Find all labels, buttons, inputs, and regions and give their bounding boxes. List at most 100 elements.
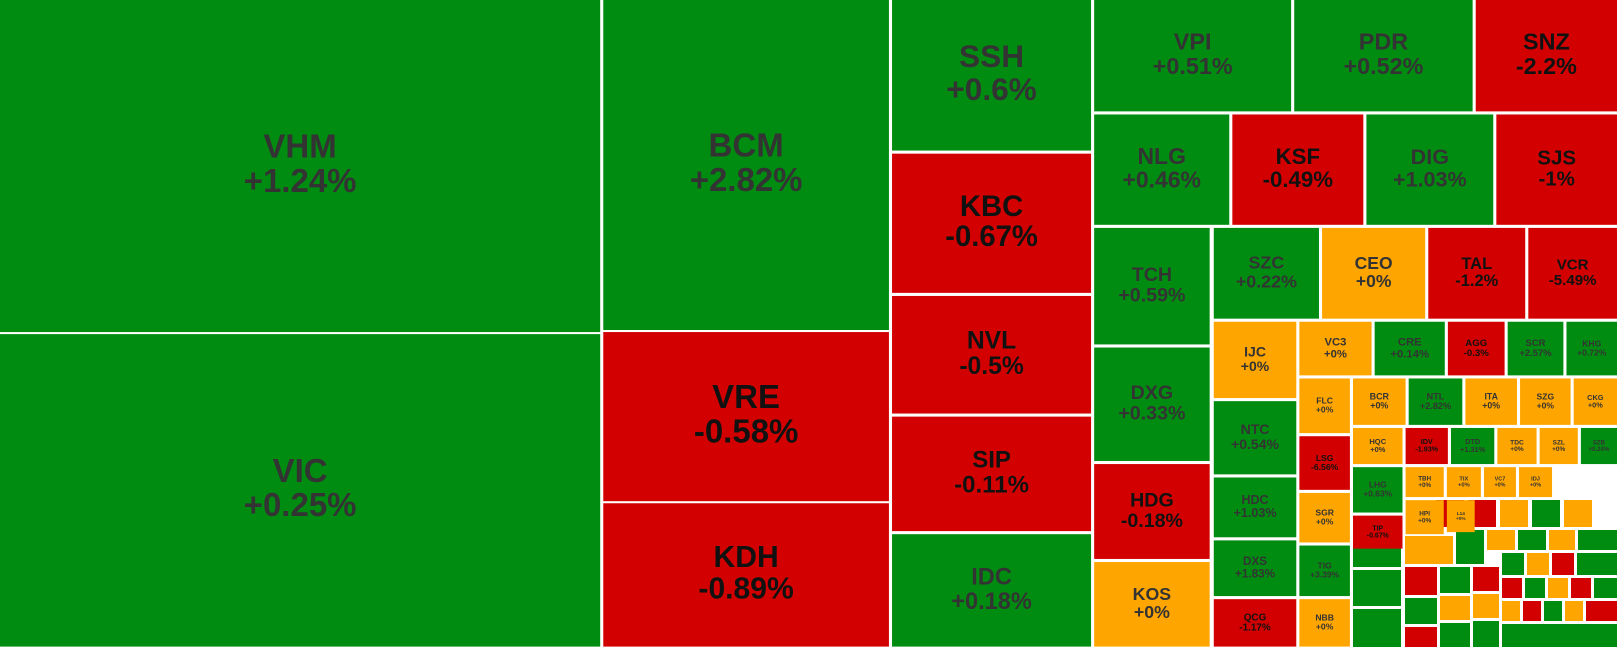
tile xyxy=(1353,515,1403,549)
minor-tiles xyxy=(1353,500,1617,647)
tile-ticker: HQC xyxy=(1369,437,1386,446)
tile-ticker: SIP xyxy=(972,447,1011,474)
tile-change: +0.22% xyxy=(1236,271,1297,291)
tile-ticker: CRE xyxy=(1398,337,1422,349)
tile-change: +1.03% xyxy=(1234,506,1277,520)
tile-change: -0.11% xyxy=(954,472,1029,499)
tile-ticker: TDC xyxy=(1510,439,1524,446)
tile xyxy=(1299,545,1350,597)
tile-ticker: SCR xyxy=(1526,338,1546,349)
tile xyxy=(1518,530,1546,550)
tile xyxy=(1353,427,1403,465)
tile xyxy=(1405,500,1444,535)
tile xyxy=(1496,114,1617,225)
tile-ticker: HPI xyxy=(1419,511,1430,518)
tile xyxy=(1213,321,1297,399)
tile xyxy=(1502,624,1617,647)
tile-ticker: SGR xyxy=(1315,507,1334,517)
tile-change: +0.46% xyxy=(1122,167,1201,193)
tile-ticker: L14 xyxy=(1457,511,1466,517)
tile xyxy=(1213,540,1297,597)
tile xyxy=(1353,378,1406,425)
tile-ticker: KSF xyxy=(1276,144,1321,169)
tile xyxy=(1094,347,1210,461)
tile-ticker: VIC xyxy=(273,452,328,489)
tile xyxy=(1294,0,1473,112)
tile-ticker: DTD xyxy=(1465,437,1480,446)
tile xyxy=(1405,598,1437,624)
tile-change: +0% xyxy=(1456,516,1466,522)
tile-ticker: PDR xyxy=(1359,29,1408,55)
tile-ticker: NLG xyxy=(1137,143,1185,169)
tile-change: +2.57% xyxy=(1519,348,1552,359)
tile-change: +0.33% xyxy=(1118,403,1185,425)
tile-change: +0% xyxy=(1418,517,1431,524)
tile xyxy=(1456,530,1484,564)
tile-change: +0% xyxy=(1324,348,1347,360)
tile-change: +0% xyxy=(1370,445,1386,454)
tile-change: +0% xyxy=(1537,400,1555,410)
tile xyxy=(1405,427,1448,465)
tile-change: +0.24% xyxy=(1588,446,1609,453)
tile-ticker: KHG xyxy=(1582,338,1601,348)
tile xyxy=(1213,477,1297,538)
tile xyxy=(603,0,889,330)
tile-ticker: VC3 xyxy=(1325,337,1347,349)
tile xyxy=(0,0,601,333)
tile-ticker: VC7 xyxy=(1495,477,1506,483)
tile-ticker: TBH xyxy=(1418,475,1431,482)
tile xyxy=(892,153,1092,293)
tile xyxy=(1446,467,1481,498)
tile xyxy=(1299,321,1372,376)
tile-ticker: DXG xyxy=(1131,382,1174,404)
tile-ticker: BCM xyxy=(709,127,784,164)
tile-change: +0.51% xyxy=(1153,53,1233,79)
tile-change: +0% xyxy=(1241,358,1270,374)
tile-ticker: TCH xyxy=(1132,264,1172,286)
tile xyxy=(1094,464,1210,559)
tile-change: -0.18% xyxy=(1121,510,1183,532)
tile-change: -0.3% xyxy=(1464,348,1490,359)
tile xyxy=(1405,627,1437,647)
tile-ticker: BCR xyxy=(1370,391,1390,401)
tile xyxy=(1366,114,1494,225)
tile-ticker: IDC xyxy=(971,564,1012,590)
tile-change: +2.82% xyxy=(690,161,803,198)
tile-change: -1% xyxy=(1538,168,1574,191)
tile xyxy=(1094,562,1210,647)
tile xyxy=(1520,378,1571,425)
tile xyxy=(1094,114,1230,225)
tile-change: +0.72% xyxy=(1577,347,1607,357)
tile-change: +0.18% xyxy=(951,589,1032,615)
tile-change: -2.2% xyxy=(1516,53,1577,79)
tile xyxy=(1502,553,1524,575)
tile-change: -0.67% xyxy=(1367,533,1389,540)
tile xyxy=(1577,553,1617,575)
tile xyxy=(1213,401,1297,475)
tile-change: -0.49% xyxy=(1263,167,1334,192)
tile xyxy=(1473,594,1499,618)
tile xyxy=(1450,427,1495,465)
tile xyxy=(1232,114,1364,225)
tile xyxy=(1405,467,1444,498)
tile-change: +0% xyxy=(1134,602,1170,622)
tile xyxy=(1507,321,1564,376)
tile-ticker: SJS xyxy=(1537,146,1576,169)
tile xyxy=(1428,227,1526,319)
tile xyxy=(1440,596,1470,620)
tile xyxy=(1475,0,1617,112)
tile-change: +0.14% xyxy=(1390,348,1428,360)
tile xyxy=(1440,623,1470,647)
tile-ticker: SSH xyxy=(959,38,1024,74)
tile xyxy=(1483,467,1516,498)
tile xyxy=(1353,467,1403,513)
tile-ticker: LSG xyxy=(1316,453,1334,463)
tile xyxy=(892,534,1092,647)
tile-change: +0% xyxy=(1418,482,1431,489)
tile xyxy=(0,334,601,647)
tile-change: +0% xyxy=(1316,516,1334,526)
tile-ticker: FLC xyxy=(1316,396,1333,406)
tile-change: +0.52% xyxy=(1343,53,1423,79)
tile-change: +0% xyxy=(1316,622,1334,632)
